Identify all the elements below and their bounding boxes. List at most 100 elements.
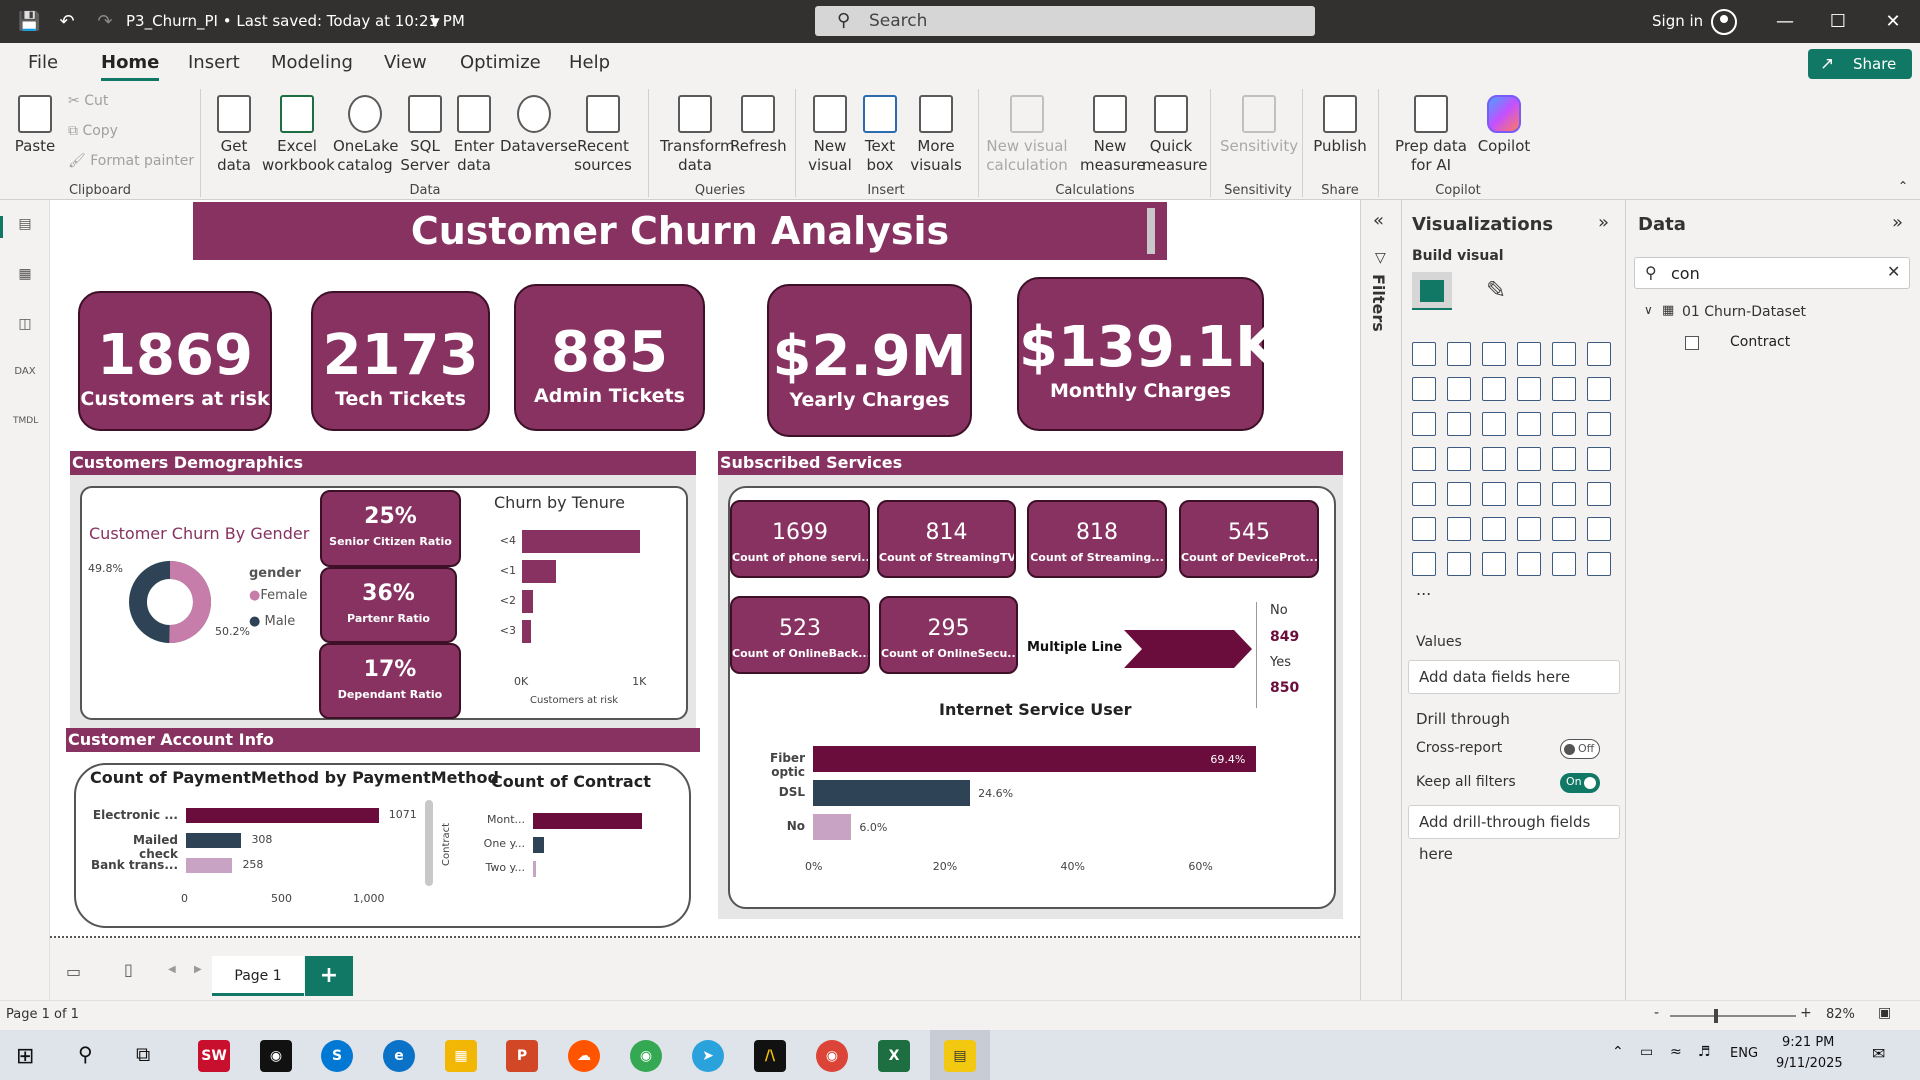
refresh-button[interactable]: Refresh bbox=[730, 95, 787, 156]
tab-file[interactable]: File bbox=[28, 52, 59, 73]
solidworks-icon[interactable]: SW bbox=[198, 1040, 230, 1072]
tenure-bar[interactable] bbox=[522, 620, 531, 643]
visual-type-icon[interactable] bbox=[1552, 517, 1576, 541]
tab-optimize[interactable]: Optimize bbox=[460, 52, 541, 73]
collapse-data-icon[interactable]: » bbox=[1892, 212, 1904, 233]
file-explorer-icon[interactable]: ▦ bbox=[445, 1040, 477, 1072]
maximize-icon[interactable]: ☐ bbox=[1829, 11, 1847, 32]
expand-table-icon[interactable]: ∨ bbox=[1644, 303, 1653, 317]
zoom-in-icon[interactable]: + bbox=[1800, 1005, 1812, 1021]
ratio-card-senior-citizen[interactable]: 25% Senior Citizen Ratio bbox=[320, 490, 461, 567]
visual-type-icon[interactable] bbox=[1412, 552, 1436, 576]
visual-type-icon[interactable] bbox=[1552, 552, 1576, 576]
kpi-card-monthly-charges[interactable]: $139.1K Monthly Charges bbox=[1017, 277, 1279, 431]
language-indicator[interactable]: ENG bbox=[1730, 1046, 1759, 1061]
sensitivity-button[interactable]: Sensitivity bbox=[1220, 95, 1298, 156]
skype-icon[interactable]: S bbox=[321, 1040, 353, 1072]
add-data-fields-well[interactable]: Add data fields here bbox=[1408, 660, 1620, 694]
page-tab-page-1[interactable]: Page 1 bbox=[212, 956, 304, 996]
prep-data-ai-button[interactable]: Prep data for AI bbox=[1386, 95, 1476, 175]
zoom-out-icon[interactable]: - bbox=[1654, 1005, 1660, 1021]
tmdl-view-icon[interactable]: TMDL bbox=[13, 416, 39, 426]
contract-bar[interactable] bbox=[533, 813, 642, 829]
add-page-button[interactable]: + bbox=[305, 956, 353, 996]
tab-modeling[interactable]: Modeling bbox=[271, 52, 353, 73]
windows-start-icon[interactable]: ⊞ bbox=[16, 1044, 35, 1069]
fit-to-page-icon[interactable]: ▣ bbox=[1878, 1005, 1892, 1021]
tenure-bar[interactable] bbox=[522, 560, 557, 583]
text-box-button[interactable]: Text box bbox=[858, 95, 902, 175]
next-page-icon[interactable]: ▶ bbox=[194, 964, 202, 975]
visual-type-icon[interactable] bbox=[1447, 377, 1471, 401]
tab-view[interactable]: View bbox=[384, 52, 427, 73]
excel-taskbar-icon[interactable]: X bbox=[878, 1040, 910, 1072]
chrome-icon[interactable]: ◉ bbox=[630, 1040, 662, 1072]
contract-bar-chart[interactable]: Mont... One y... Two y... bbox=[445, 805, 665, 885]
gender-donut-chart[interactable] bbox=[128, 560, 212, 644]
payment-method-bar-chart[interactable]: Electronic ... 1071 Mailed check 308 Bank tr… bbox=[90, 800, 420, 910]
new-visual-button[interactable]: New visual bbox=[805, 95, 855, 175]
visual-type-icon[interactable] bbox=[1482, 412, 1506, 436]
visual-type-icon[interactable] bbox=[1447, 552, 1471, 576]
internet-bar[interactable] bbox=[813, 746, 1257, 772]
visual-type-icon[interactable] bbox=[1482, 552, 1506, 576]
collapse-ribbon-icon[interactable]: ⌃ bbox=[1898, 179, 1909, 193]
tab-insert[interactable]: Insert bbox=[188, 52, 240, 73]
power-bi-icon[interactable]: ▤ bbox=[944, 1040, 976, 1072]
visual-type-icon[interactable] bbox=[1482, 342, 1506, 366]
chrome-profile-icon[interactable]: ◉ bbox=[816, 1040, 848, 1072]
visual-type-icon[interactable] bbox=[1517, 552, 1541, 576]
telegram-icon[interactable]: ➤ bbox=[692, 1040, 724, 1072]
visual-type-icon[interactable] bbox=[1587, 342, 1611, 366]
quick-measure-button[interactable]: Quick measure bbox=[1142, 95, 1207, 175]
visual-type-icon[interactable] bbox=[1587, 412, 1611, 436]
visual-type-icon[interactable] bbox=[1447, 447, 1471, 471]
format-visual-icon[interactable]: ✎ bbox=[1486, 276, 1507, 304]
visual-type-icon[interactable] bbox=[1447, 517, 1471, 541]
add-drill-through-well[interactable]: Add drill-through fields here bbox=[1408, 805, 1620, 863]
clock-time[interactable]: 9:21 PM bbox=[1782, 1035, 1835, 1050]
copy-button[interactable]: ⧉ Copy bbox=[68, 123, 118, 139]
visual-type-icon[interactable] bbox=[1412, 412, 1436, 436]
data-search-input[interactable]: ⚲ con ✕ bbox=[1634, 257, 1910, 289]
field-contract[interactable]: Contract bbox=[1730, 334, 1791, 350]
collapse-viz-icon[interactable]: » bbox=[1598, 212, 1610, 233]
dataset-name[interactable]: 01 Churn-Dataset bbox=[1682, 304, 1807, 320]
publish-button[interactable]: Publish bbox=[1310, 95, 1370, 156]
mobile-layout-icon[interactable]: ▯ bbox=[124, 960, 133, 979]
service-card-streaming-tv[interactable]: 814 Count of StreamingTV bbox=[877, 500, 1016, 578]
visual-type-icon[interactable] bbox=[1517, 517, 1541, 541]
visual-type-icon[interactable] bbox=[1552, 342, 1576, 366]
donut-slice-female[interactable] bbox=[129, 561, 211, 643]
cut-button[interactable]: ✂ Cut bbox=[68, 93, 109, 109]
service-card-online-security[interactable]: 295 Count of OnlineSecu... bbox=[879, 596, 1018, 674]
new-measure-button[interactable]: New measure bbox=[1080, 95, 1145, 175]
internet-bar[interactable] bbox=[813, 780, 971, 806]
visual-type-icon[interactable] bbox=[1517, 342, 1541, 366]
report-view-icon[interactable]: ▤ bbox=[18, 216, 32, 232]
get-data-button[interactable]: Get data bbox=[208, 95, 260, 175]
contract-bar[interactable] bbox=[533, 861, 537, 877]
service-card-device-protection[interactable]: 545 Count of DeviceProt... bbox=[1179, 500, 1319, 578]
taskbar-search-icon[interactable]: ⚲ bbox=[78, 1042, 93, 1066]
undo-icon[interactable]: ↶ bbox=[59, 11, 75, 32]
visual-type-icon[interactable] bbox=[1587, 517, 1611, 541]
visual-type-icon[interactable] bbox=[1587, 552, 1611, 576]
camera-icon[interactable]: ◉ bbox=[260, 1040, 292, 1072]
visual-type-icon[interactable] bbox=[1412, 517, 1436, 541]
zoom-slider[interactable] bbox=[1670, 1015, 1796, 1017]
visual-type-icon[interactable] bbox=[1412, 377, 1436, 401]
legend-item-female[interactable]: ●Female bbox=[249, 588, 307, 603]
excel-workbook-button[interactable]: Excel workbook bbox=[262, 95, 335, 175]
visual-type-icon[interactable] bbox=[1517, 447, 1541, 471]
visual-type-icon[interactable] bbox=[1552, 482, 1576, 506]
kpi-card-admin-tickets[interactable]: 885 Admin Tickets bbox=[514, 284, 705, 431]
filters-pane-collapsed[interactable]: « ▽ Filters bbox=[1360, 200, 1402, 1000]
clear-search-icon[interactable]: ✕ bbox=[1887, 262, 1901, 281]
visual-type-icon[interactable] bbox=[1482, 517, 1506, 541]
service-card-streaming-movies[interactable]: 818 Count of Streaming... bbox=[1027, 500, 1167, 578]
visual-type-icon[interactable] bbox=[1412, 447, 1436, 471]
visual-type-icon[interactable] bbox=[1412, 482, 1436, 506]
ratio-card-partner[interactable]: 36% Partenr Ratio bbox=[320, 567, 457, 643]
zoom-slider-handle[interactable] bbox=[1714, 1009, 1718, 1023]
